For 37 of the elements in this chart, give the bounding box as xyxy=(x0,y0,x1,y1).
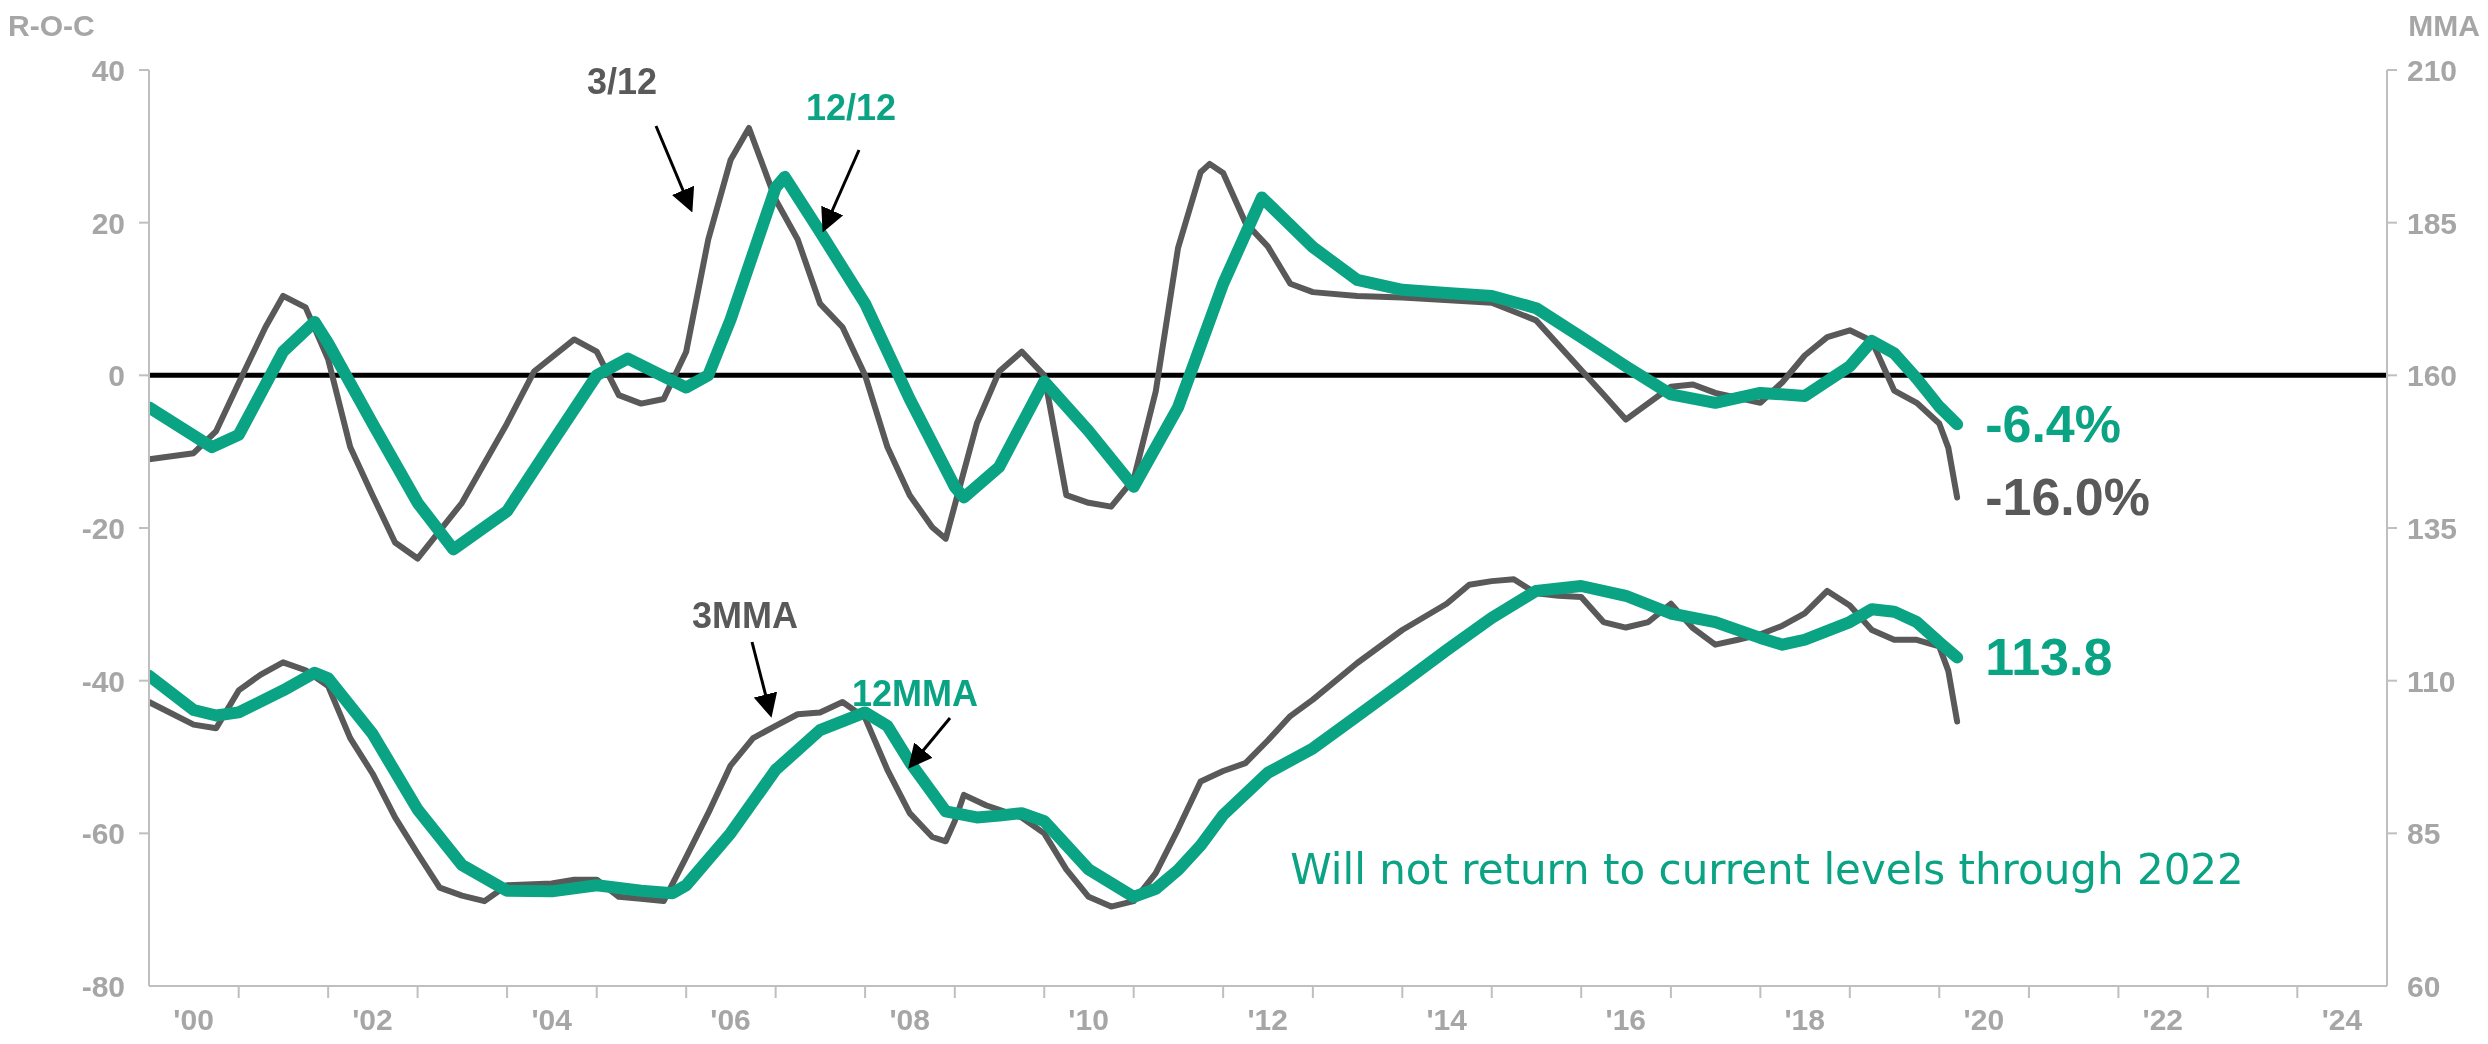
y-tick-label: -80 xyxy=(81,970,125,1003)
y-tick-label: 20 xyxy=(91,206,125,240)
text: 3/12 xyxy=(586,61,658,102)
x-tick-label: '22 xyxy=(2142,1003,2184,1036)
x-tick-label: '12 xyxy=(1247,1003,1289,1036)
x-tick-label: '06 xyxy=(710,1003,751,1036)
data-label: -16.0% xyxy=(1985,468,2150,527)
text: 3MMA xyxy=(692,595,798,636)
y2-tick-label: 110 xyxy=(2407,664,2456,698)
y2-tick-label: 185 xyxy=(2407,206,2458,240)
y2-axis-title: MMA xyxy=(2408,9,2480,42)
y-tick-label: 0 xyxy=(108,359,125,393)
y2-tick-label: 160 xyxy=(2407,359,2458,393)
x-tick-label: '20 xyxy=(1963,1003,2005,1036)
annotation: Will not return to current levels through 2022 xyxy=(1290,845,2244,894)
x-tick-label: '02 xyxy=(352,1003,393,1036)
x-tick-label: '00 xyxy=(173,1003,214,1036)
y2-tick-label: 135 xyxy=(2407,512,2458,545)
x-tick-label: '16 xyxy=(1605,1003,1647,1036)
y-tick-label: -20 xyxy=(81,512,125,545)
y-axis-title: R-O-C xyxy=(8,9,95,42)
x-tick-label: '08 xyxy=(889,1003,930,1036)
series-label: 12/12 xyxy=(805,87,897,128)
x-tick-label: '10 xyxy=(1068,1003,1109,1036)
y2-tick-label: 85 xyxy=(2407,817,2441,851)
data-label: 113.8 xyxy=(1985,628,2113,687)
y-tick-label: 40 xyxy=(91,54,125,87)
x-tick-label: '18 xyxy=(1784,1003,1825,1036)
x-tick-label: '24 xyxy=(2321,1003,2363,1036)
data-label: -6.4% xyxy=(1985,395,2121,454)
series-label: 12MMA xyxy=(851,673,979,714)
y-tick-label: -60 xyxy=(81,817,125,851)
y-tick-label: -40 xyxy=(81,664,125,698)
y2-tick-label: 210 xyxy=(2407,54,2458,87)
x-tick-label: '14 xyxy=(1426,1003,1468,1036)
x-tick-label: '04 xyxy=(531,1003,573,1036)
y2-tick-label: 60 xyxy=(2407,970,2441,1003)
